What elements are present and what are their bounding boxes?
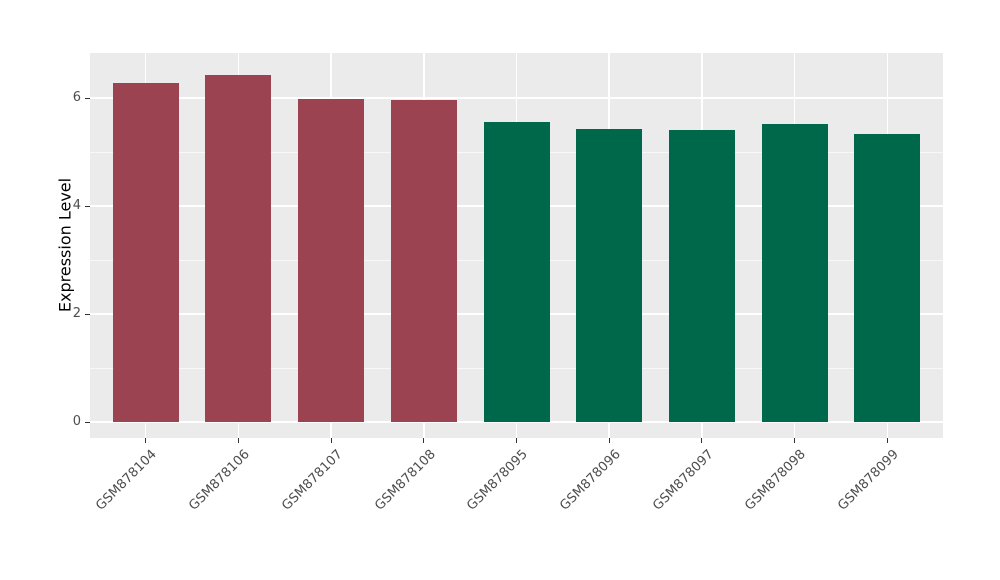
bar-GSM878096	[576, 128, 643, 422]
bar-GSM878104	[112, 82, 179, 422]
y-tick-label: 2	[72, 306, 81, 321]
bar-GSM878106	[205, 74, 272, 422]
plot-panel	[90, 53, 943, 438]
bar-GSM878107	[298, 99, 365, 422]
x-tick-label-GSM878096: GSM878096	[557, 447, 624, 514]
x-tick-label-GSM878099: GSM878099	[835, 447, 902, 514]
x-tick-label-GSM878106: GSM878106	[186, 447, 253, 514]
x-tick-mark	[608, 438, 610, 443]
x-tick-mark	[145, 438, 147, 443]
y-tick-mark	[85, 97, 90, 99]
x-tick-label-GSM878108: GSM878108	[371, 447, 439, 514]
y-tick-label: 6	[72, 90, 81, 105]
y-tick-mark	[85, 205, 90, 207]
x-tick-mark	[516, 438, 517, 443]
x-tick-mark	[794, 438, 796, 443]
y-tick-mark	[85, 421, 90, 423]
x-tick-label-GSM878095: GSM878095	[464, 447, 532, 514]
y-tick-mark	[85, 313, 90, 315]
x-tick-label-GSM878107: GSM878107	[279, 447, 346, 514]
x-tick-label-GSM878098: GSM878098	[742, 447, 810, 514]
x-tick-mark	[237, 438, 239, 443]
x-tick-mark	[330, 438, 332, 443]
x-tick-mark	[886, 438, 888, 443]
bar-GSM878099	[854, 133, 921, 422]
bar-GSM878098	[761, 124, 828, 422]
bar-GSM878097	[668, 129, 735, 422]
x-tick-label-GSM878104: GSM878104	[93, 447, 161, 514]
y-tick-label: 0	[72, 414, 81, 429]
bar-GSM878095	[483, 121, 550, 422]
x-tick-mark	[701, 438, 703, 443]
bar-GSM878108	[390, 100, 457, 422]
x-tick-mark	[423, 438, 425, 443]
x-tick-label-GSM878097: GSM878097	[649, 447, 717, 514]
y-tick-label: 4	[72, 198, 81, 213]
